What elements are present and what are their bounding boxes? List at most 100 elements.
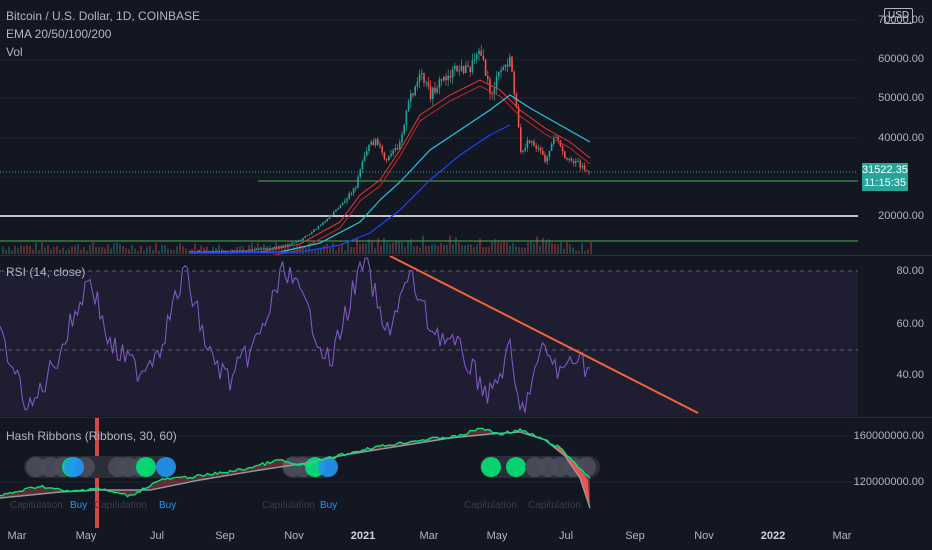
volume-bar (20, 245, 22, 254)
time-label: Sep (215, 530, 235, 542)
volume-bar (353, 247, 355, 254)
candle (491, 93, 493, 95)
ema-legend[interactable]: EMA 20/50/100/200 (6, 27, 112, 41)
volume-bar (470, 244, 472, 254)
candle (432, 87, 434, 100)
ema-line (189, 79, 591, 254)
candle (293, 242, 295, 244)
candle (240, 250, 243, 252)
candle (306, 235, 309, 237)
pane-separator[interactable] (0, 255, 932, 256)
candle (324, 221, 326, 223)
candle (238, 250, 240, 252)
candle (190, 251, 192, 253)
candle (203, 250, 205, 253)
candle (315, 228, 317, 230)
symbol-title[interactable]: Bitcoin / U.S. Dollar, 1D, COINBASE (6, 9, 201, 23)
candle (566, 158, 568, 160)
candle (555, 136, 557, 139)
rsi-legend[interactable]: RSI (14, close) (6, 265, 86, 279)
volume-bar (158, 250, 160, 254)
volume-bar (173, 250, 175, 254)
candle (447, 75, 449, 81)
volume-bar (584, 250, 586, 254)
candle (328, 216, 331, 219)
candle (509, 56, 511, 67)
candle (401, 133, 403, 143)
candle (363, 155, 366, 162)
price-label: 60000.00 (878, 53, 924, 65)
volume-bar (491, 241, 493, 254)
volume-bar (395, 241, 397, 254)
volume-bar (128, 249, 130, 254)
volume-bar (458, 242, 460, 254)
hash-ribbons-chart[interactable] (0, 418, 858, 528)
candle (416, 81, 419, 87)
volume-bar (590, 242, 592, 254)
capitulation-label: Capitulation (94, 500, 147, 511)
volume-legend[interactable]: Vol (6, 45, 23, 59)
time-label: Mar (419, 530, 439, 542)
volume-bar (476, 244, 478, 254)
volume-bar (512, 243, 514, 254)
pane-separator[interactable] (0, 417, 932, 418)
volume-bar (461, 244, 463, 254)
volume-bar (104, 248, 106, 254)
candle (348, 193, 350, 199)
volume-bar (515, 246, 517, 254)
candle (522, 150, 524, 152)
volume-bar (50, 249, 52, 254)
candle (368, 144, 370, 151)
volume-bar (23, 246, 25, 254)
candle (504, 64, 507, 68)
volume-bar (377, 237, 379, 254)
volume-bar (332, 242, 334, 254)
volume-bar (68, 248, 70, 254)
volume-bar (419, 247, 421, 254)
candle (383, 152, 386, 160)
candle (528, 140, 531, 143)
candle (394, 148, 397, 151)
volume-bar (536, 236, 538, 254)
price-scale[interactable]: 70000.00 60000.00 50000.00 40000.00 2000… (854, 0, 932, 528)
volume-bar (206, 246, 208, 254)
price-pane[interactable]: Bitcoin / U.S. Dollar, 1D, COINBASE EMA … (0, 0, 932, 255)
rsi-chart[interactable] (0, 256, 858, 417)
volume-bar (578, 250, 580, 254)
volume-bar (272, 247, 274, 254)
hash-level-label: 120000000.00 (853, 476, 924, 488)
hash-ribbons-legend[interactable]: Hash Ribbons (Ribbons, 30, 60) (6, 429, 177, 443)
volume-bar (86, 250, 88, 254)
candle (458, 70, 460, 72)
ema-line (272, 85, 591, 255)
volume-bar (215, 247, 217, 254)
candle (216, 251, 218, 253)
price-chart[interactable] (0, 0, 858, 255)
candle (282, 245, 284, 248)
volume-bar (452, 244, 454, 254)
volume-bar (545, 241, 547, 254)
candle (333, 211, 335, 215)
candle (537, 147, 540, 149)
volume-bar (383, 237, 385, 254)
rsi-pane[interactable]: RSI (14, close) (0, 256, 932, 417)
candle (260, 248, 262, 250)
volume-bar (335, 250, 337, 254)
volume-bar (311, 250, 313, 254)
volume-bar (392, 242, 394, 254)
volume-bar (77, 244, 79, 254)
volume-bar (341, 243, 343, 254)
candle (341, 202, 344, 205)
volume-bar (56, 246, 58, 254)
candle (231, 250, 234, 252)
buy-label: Buy (70, 500, 88, 511)
volume-bar (200, 245, 202, 254)
hash-ribbons-pane[interactable]: Hash Ribbons (Ribbons, 30, 60) Capitulat… (0, 418, 932, 528)
volume-bar (296, 245, 298, 254)
currency-badge[interactable]: USD (884, 8, 914, 24)
volume-bar (422, 235, 424, 254)
volume-bar (287, 243, 289, 254)
candle (440, 79, 443, 81)
candle (357, 176, 359, 188)
candle (381, 146, 383, 153)
